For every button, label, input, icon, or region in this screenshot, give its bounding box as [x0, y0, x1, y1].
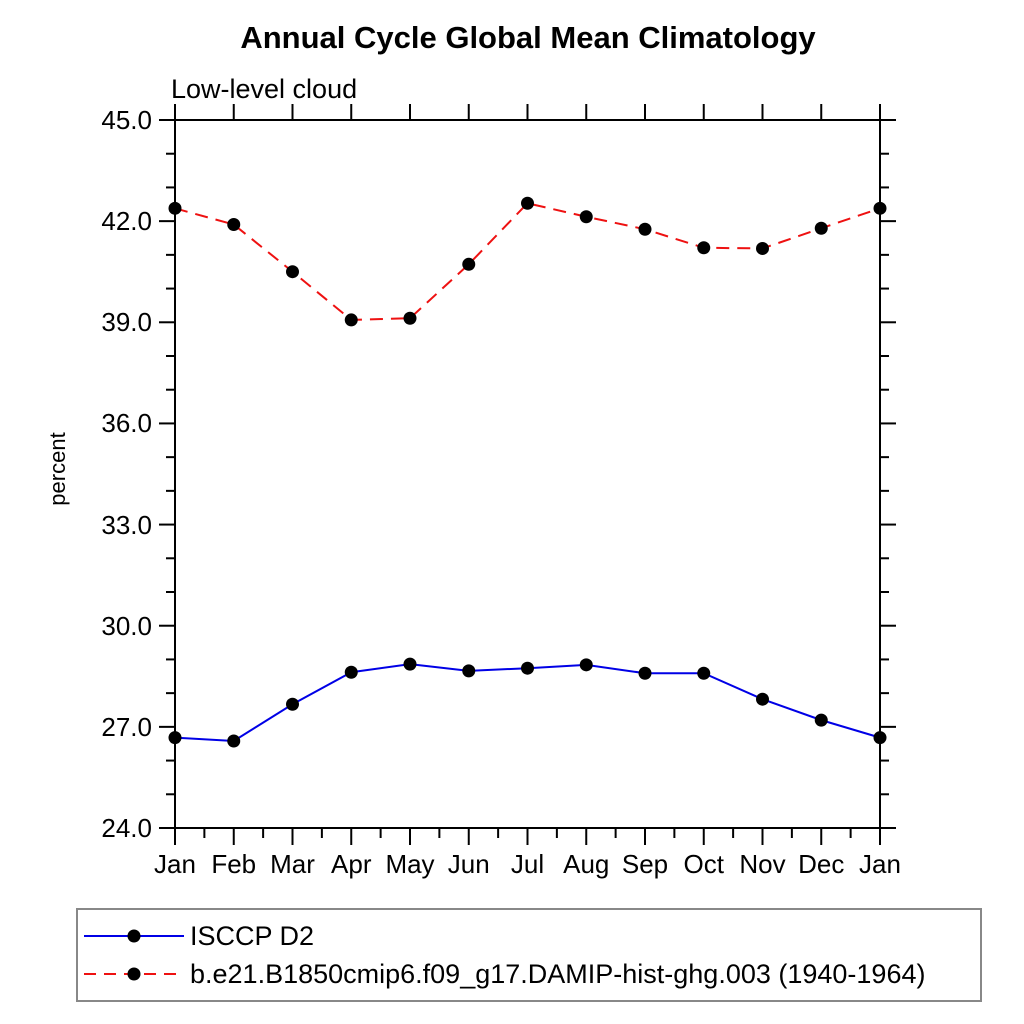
legend-box: ISCCP D2 b.e21.B1850cmip6.f09_g17.DAMIP-h…: [76, 908, 982, 1002]
x-tick-label: Nov: [739, 849, 786, 879]
legend-solid-line-sample: [84, 929, 184, 943]
y-tick-label: 39.0: [101, 307, 152, 338]
x-tick-label: Oct: [683, 849, 724, 879]
series-line-1: [174, 202, 881, 321]
data-point-marker: [697, 241, 711, 255]
x-tick-label: Jun: [447, 849, 490, 879]
data-point-marker: [756, 241, 769, 255]
data-point-marker: [579, 210, 593, 224]
data-point-marker: [579, 658, 593, 672]
data-point-marker: [756, 692, 769, 706]
legend-marker-dot: [127, 967, 141, 981]
data-point-marker: [697, 666, 711, 680]
data-point-marker: [462, 664, 476, 678]
data-point-marker: [227, 218, 241, 232]
x-tick-label: Apr: [331, 849, 372, 879]
data-point-marker: [344, 313, 358, 327]
data-point-marker: [344, 665, 358, 679]
data-point-marker: [521, 661, 534, 675]
data-point-marker: [168, 201, 182, 215]
y-tick-label: 33.0: [101, 509, 152, 540]
legend-entry: b.e21.B1850cmip6.f09_g17.DAMIP-hist-ghg.…: [82, 955, 980, 993]
x-tick-label: Feb: [211, 849, 257, 879]
data-point-marker: [286, 697, 299, 711]
data-point-marker: [638, 666, 652, 680]
data-point-marker: [286, 265, 299, 279]
chart-title: Annual Cycle Global Mean Climatology: [240, 20, 816, 55]
y-tick-label: 27.0: [101, 711, 152, 742]
x-tick-label: May: [385, 849, 435, 879]
chart-subtitle: Low-level cloud: [171, 74, 358, 104]
legend-dashed-line-sample: [84, 967, 184, 981]
y-tick-label: 30.0: [101, 610, 152, 641]
x-tick-label: Mar: [270, 849, 315, 879]
data-point-marker: [227, 734, 241, 748]
y-tick-label: 42.0: [101, 206, 152, 237]
x-tick-label: Jan: [859, 849, 901, 879]
legend-label: b.e21.B1850cmip6.f09_g17.DAMIP-hist-ghg.…: [190, 958, 926, 989]
legend-entry: ISCCP D2: [82, 917, 980, 955]
data-point-marker: [462, 257, 476, 271]
x-tick-label: Sep: [621, 849, 669, 879]
data-point-marker: [814, 221, 828, 235]
data-point-marker: [403, 657, 417, 671]
x-tick-label: Dec: [798, 849, 845, 879]
data-point-marker: [873, 201, 887, 215]
x-tick-label: Jan: [154, 849, 196, 879]
series-line-0: [174, 663, 881, 743]
y-tick-label: 36.0: [101, 408, 152, 439]
data-point-marker: [873, 731, 887, 745]
y-tick-label: 24.0: [101, 813, 152, 843]
data-point-marker: [403, 311, 417, 325]
data-point-marker: [168, 731, 182, 745]
data-point-marker: [814, 713, 828, 727]
data-point-marker: [638, 222, 652, 236]
legend-marker-dot: [127, 929, 141, 943]
plot-frame: [174, 119, 881, 829]
x-tick-label: Aug: [563, 849, 610, 879]
data-point-marker: [521, 196, 534, 210]
x-tick-label: Jul: [510, 849, 545, 879]
legend-label: ISCCP D2: [190, 920, 315, 951]
y-tick-label: 45.0: [101, 105, 152, 135]
